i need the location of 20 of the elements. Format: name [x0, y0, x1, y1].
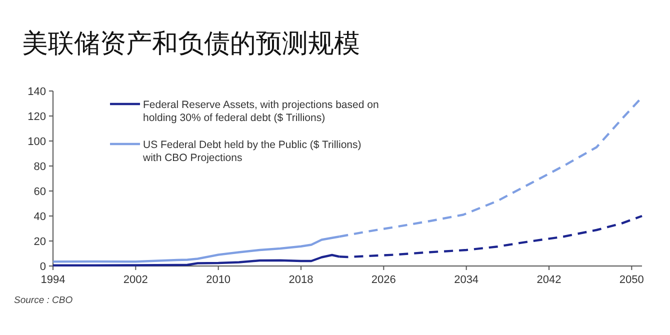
- x-tick-label: 2042: [536, 274, 562, 286]
- y-tick-label: 60: [34, 186, 46, 198]
- x-tick-label: 2034: [454, 274, 479, 286]
- legend-label: Federal Reserve Assets, with projections based on holding 30% of federal debt ($ Trillions): [143, 99, 379, 124]
- y-tick-label: 80: [34, 161, 46, 173]
- y-tick-label: 140: [28, 86, 46, 98]
- y-tick-label: 40: [34, 211, 46, 223]
- x-tick-label: 2002: [123, 274, 148, 286]
- y-tick-label: 100: [28, 136, 46, 148]
- chart-title: 美联储资产和负债的预测规模: [22, 28, 360, 58]
- source-note: Source : CBO: [14, 295, 74, 306]
- y-tick-label: 20: [34, 236, 46, 248]
- x-tick-label: 2050: [619, 274, 644, 286]
- y-tick-label: 120: [28, 111, 46, 123]
- x-tick-label: 2010: [206, 274, 231, 286]
- x-tick-label: 2018: [288, 274, 314, 286]
- legend-label: US Federal Debt held by the Public ($ Trillions) with CBO Projections: [142, 139, 362, 164]
- y-tick-label: 0: [40, 261, 46, 273]
- x-tick-label: 2026: [371, 274, 396, 286]
- x-tick-label: 1994: [40, 274, 66, 286]
